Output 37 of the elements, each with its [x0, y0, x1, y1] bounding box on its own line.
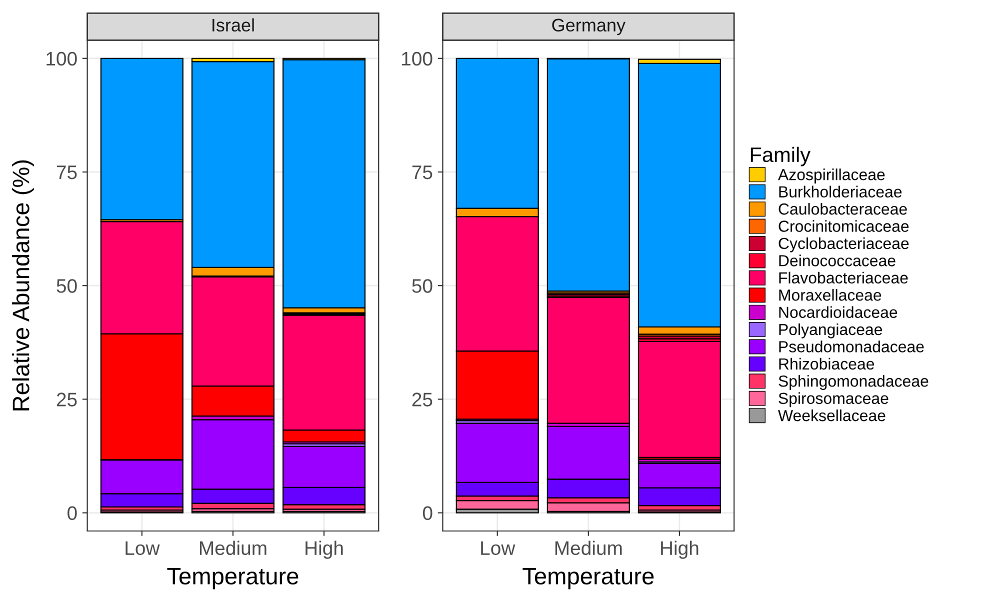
x-tick-label: High [661, 540, 698, 559]
legend-label: Caulobacteraceae [778, 202, 907, 215]
legend-label: Weeksellaceae [778, 409, 886, 422]
legend-title: Family [750, 146, 811, 166]
legend-label: Cyclobacteriaceae [778, 237, 909, 252]
y-tick-label: 75 [56, 166, 77, 180]
y-tick-label: 0 [68, 506, 77, 520]
y-axis-title: Relative Abundance (%) [12, 160, 34, 410]
y-tick-label: 0 [422, 506, 432, 520]
y-tick-label: 25 [412, 392, 432, 406]
legend-label: Flavobacteriaceae [779, 272, 908, 284]
y-tick-label: 50 [412, 279, 432, 293]
legend-label: Azospirillaceae [778, 168, 885, 184]
chart-title: Israel [212, 18, 254, 32]
y-tick-label: 100 [402, 52, 432, 66]
legend-label: Crocinitomicaceae [778, 220, 909, 232]
y-tick-label: 25 [56, 392, 77, 406]
x-axis-title: Temperature [522, 568, 654, 590]
legend-label: Nocardioidaceae [779, 306, 898, 318]
legend-label: Rhizobiaceae [779, 358, 874, 370]
x-tick-label: Medium [555, 540, 622, 556]
legend-label: Sphingomonadaceae [778, 375, 928, 390]
x-tick-label: Medium [200, 540, 266, 556]
legend-label: Moraxellaceae [779, 289, 882, 301]
x-axis-title: Temperature [167, 568, 298, 590]
y-tick-label: 75 [412, 166, 432, 180]
legend-label: Polyangiaceae [779, 323, 882, 338]
y-tick-label: 100 [46, 52, 77, 66]
legend-label: Burkholderiaceae [779, 186, 902, 198]
chart-title: Germany [552, 18, 626, 36]
legend-label: Deinococcaceae [779, 254, 896, 266]
y-tick-label: 50 [56, 279, 77, 293]
x-tick-label: Low [126, 541, 160, 556]
legend-label: Spirosomaceae [778, 392, 888, 408]
x-tick-label: High [306, 540, 343, 559]
legend-label: Pseudomonadaceae [779, 340, 924, 352]
x-tick-label: Low [481, 541, 516, 556]
